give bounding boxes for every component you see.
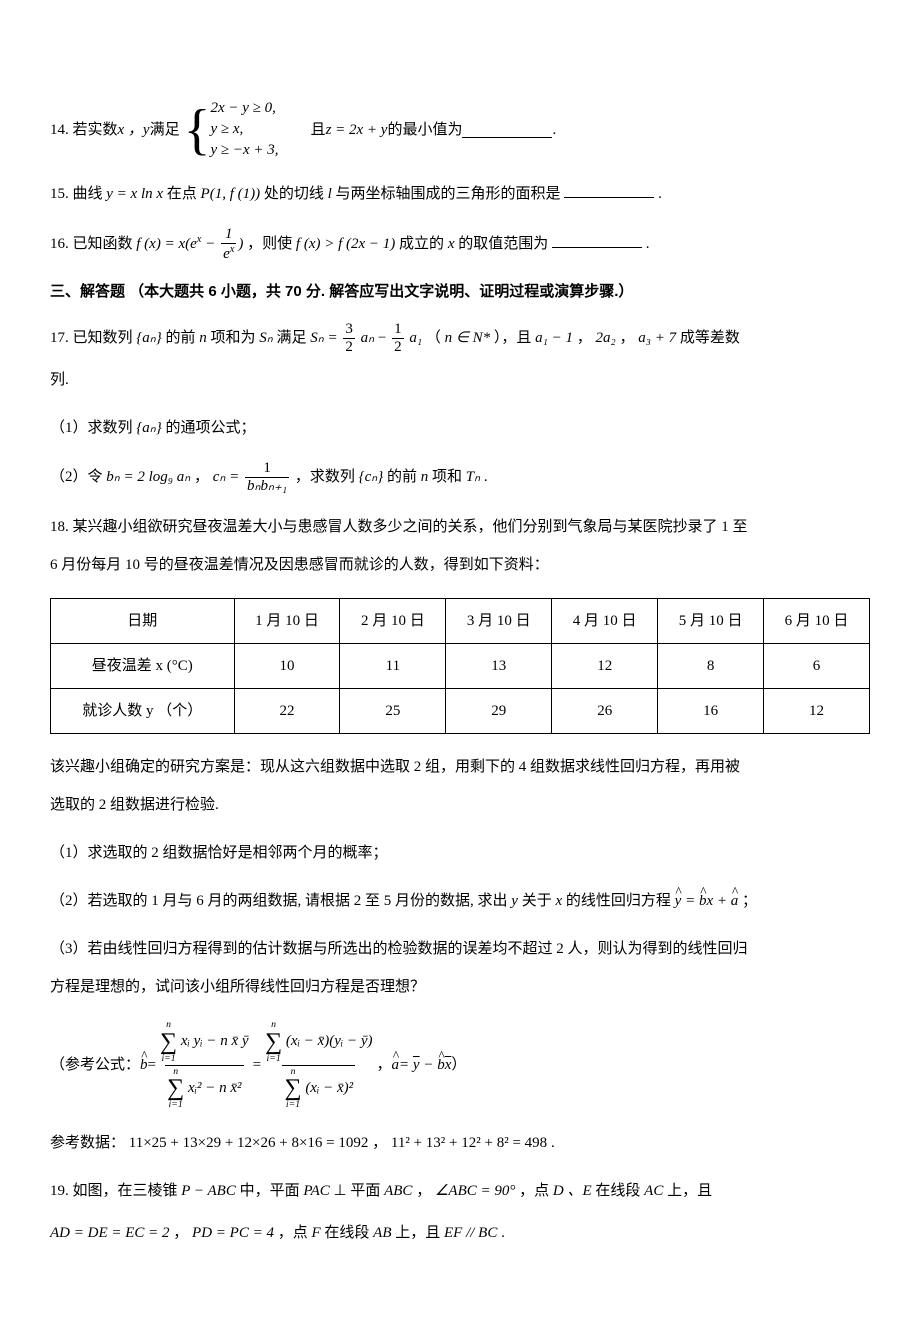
bhat-frac1: n∑i=1 xᵢ yᵢ − n x̄ ȳ n∑i=1 xᵢ² − n x̄² bbox=[158, 1020, 251, 1110]
p15-pt: P(1, f (1)) bbox=[201, 186, 261, 202]
th-m3: 3 月 10 日 bbox=[446, 599, 552, 644]
problem-16: 16. 已知函数 f (x) = x(ex − 1 ex ) ，则使 f (x)… bbox=[50, 227, 870, 262]
r2c4: 26 bbox=[552, 689, 658, 734]
table-row-x: 昼夜温差 x (°C) 10 11 13 12 8 6 bbox=[51, 644, 870, 689]
r1c1: 10 bbox=[234, 644, 340, 689]
ahat: a bbox=[392, 1053, 400, 1077]
p14-vars: x ，y bbox=[118, 115, 150, 145]
bhat: b bbox=[140, 1053, 148, 1077]
p15-suffix: . bbox=[658, 186, 662, 202]
p16-blank bbox=[552, 231, 642, 248]
problem-15: 15. 曲线 y = x ln x 在点 P(1, f (1)) 处的切线 l … bbox=[50, 179, 870, 209]
p16-x: x bbox=[448, 236, 455, 252]
r1c4: 12 bbox=[552, 644, 658, 689]
r1c5: 8 bbox=[658, 644, 764, 689]
row2-label: 就诊人数 y （个） bbox=[51, 689, 235, 734]
p14-system: { 2x − y ≥ 0, y ≥ x, y ≥ −x + 3, bbox=[184, 98, 279, 161]
p14-sys1: 2x − y ≥ 0, bbox=[211, 98, 279, 119]
p14-mid2: 且 bbox=[311, 115, 326, 145]
th-m5: 5 月 10 日 bbox=[658, 599, 764, 644]
p14-mid3: 的最小值为 bbox=[387, 115, 462, 145]
th-m6: 6 月 10 日 bbox=[764, 599, 870, 644]
p16-ineq: f (x) > f (2x − 1) bbox=[296, 236, 395, 252]
r2c5: 16 bbox=[658, 689, 764, 734]
r1c6: 6 bbox=[764, 644, 870, 689]
p15-mid2: 处的切线 bbox=[264, 186, 328, 202]
p18-regression-eq: y = bx + a bbox=[675, 893, 742, 909]
problem-19-line2: AD = DE = EC = 2 ， PD = PC = 4 ，点 F 在线段 … bbox=[50, 1218, 870, 1248]
p14-suffix: . bbox=[552, 115, 556, 145]
th-m2: 2 月 10 日 bbox=[340, 599, 446, 644]
p14-blank bbox=[462, 121, 552, 138]
problem-17-q2: （2）令 bₙ = 2 log₉ aₙ ， cₙ = 1bₙbₙ₊₁ ，求数列 … bbox=[50, 461, 870, 494]
p16-mid2: 成立的 bbox=[399, 236, 448, 252]
p18-q3b: 方程是理想的，试问该小组所得线性回归方程是否理想？ bbox=[50, 972, 870, 1002]
ahat-expr: = y − bx bbox=[399, 1053, 451, 1077]
problem-18-intro2: 6 月份每月 10 号的昼夜温差情况及因患感冒而就诊的人数，得到如下资料： bbox=[50, 550, 870, 580]
th-date: 日期 bbox=[51, 599, 235, 644]
problem-17-q1: （1）求数列 {aₙ} 的通项公式； bbox=[50, 413, 870, 443]
p18-plan1: 该兴趣小组确定的研究方案是：现从这六组数据中选取 2 组，用剩下的 4 组数据求… bbox=[50, 752, 870, 782]
p18-q2: （2）若选取的 1 月与 6 月的两组数据, 请根据 2 至 5 月份的数据, … bbox=[50, 886, 870, 916]
r2c3: 29 bbox=[446, 689, 552, 734]
left-brace: { bbox=[184, 102, 211, 158]
p16-prefix: 16. 已知函数 bbox=[50, 236, 136, 252]
r1c2: 11 bbox=[340, 644, 446, 689]
table-header-row: 日期 1 月 10 日 2 月 10 日 3 月 10 日 4 月 10 日 5… bbox=[51, 599, 870, 644]
p14-mid1: 满足 bbox=[150, 115, 180, 145]
p14-prefix: 14. 若实数 bbox=[50, 115, 118, 145]
p16-suffix: . bbox=[646, 236, 650, 252]
bhat-frac2: n∑i=1 (xᵢ − x̄)(yᵢ − ȳ) n∑i=1 (xᵢ − x̄)² bbox=[263, 1020, 374, 1110]
th-m1: 1 月 10 日 bbox=[234, 599, 340, 644]
p15-l: l bbox=[328, 186, 332, 202]
r2c6: 12 bbox=[764, 689, 870, 734]
problem-18-intro1: 18. 某兴趣小组欲研究昼夜温差大小与患感冒人数多少之间的关系，他们分别到气象局… bbox=[50, 512, 870, 542]
problem-17-line2: 列. bbox=[50, 365, 870, 395]
p18-data-table: 日期 1 月 10 日 2 月 10 日 3 月 10 日 4 月 10 日 5… bbox=[50, 598, 870, 734]
p18-q1: （1）求选取的 2 组数据恰好是相邻两个月的概率； bbox=[50, 838, 870, 868]
r2c1: 22 bbox=[234, 689, 340, 734]
p18-reference-data: 参考数据： 11×25 + 13×29 + 12×26 + 8×16 = 109… bbox=[50, 1128, 870, 1158]
p16-fx: f (x) = x(ex − 1 ex ) bbox=[136, 236, 247, 252]
r2c2: 25 bbox=[340, 689, 446, 734]
p15-mid1: 在点 bbox=[167, 186, 201, 202]
row1-label: 昼夜温差 x (°C) bbox=[51, 644, 235, 689]
p18-reference-formula: （参考公式： b = n∑i=1 xᵢ yᵢ − n x̄ ȳ n∑i=1 xᵢ… bbox=[50, 1020, 870, 1110]
p14-sys2: y ≥ x, bbox=[211, 119, 279, 140]
table-row-y: 就诊人数 y （个） 22 25 29 26 16 12 bbox=[51, 689, 870, 734]
r1c3: 13 bbox=[446, 644, 552, 689]
p14-sys3: y ≥ −x + 3, bbox=[211, 140, 279, 161]
p15-mid3: 与两坐标轴围成的三角形的面积是 bbox=[336, 186, 561, 202]
th-m4: 4 月 10 日 bbox=[552, 599, 658, 644]
problem-17-line1: 17. 已知数列 {aₙ} 的前 n 项和为 Sₙ 满足 Sₙ = 32 aₙ … bbox=[50, 322, 870, 355]
section-3-heading: 三、解答题 （本大题共 6 小题，共 70 分. 解答应写出文字说明、证明过程或… bbox=[50, 280, 870, 304]
p14-expr: z = 2x + y bbox=[326, 115, 388, 145]
p18-q3a: （3）若由线性回归方程得到的估计数据与所选出的检验数据的误差均不超过 2 人，则… bbox=[50, 934, 870, 964]
p16-mid3: 的取值范围为 bbox=[458, 236, 548, 252]
p15-prefix: 15. 曲线 bbox=[50, 186, 106, 202]
problem-19-line1: 19. 如图，在三棱锥 P − ABC 中，平面 PAC ⊥ 平面 ABC ， … bbox=[50, 1176, 870, 1206]
p15-expr: y = x ln x bbox=[106, 186, 163, 202]
p15-blank bbox=[564, 182, 654, 199]
p18-plan2: 选取的 2 组数据进行检验. bbox=[50, 790, 870, 820]
p16-mid: ，则使 bbox=[247, 236, 296, 252]
problem-14: 14. 若实数 x ，y 满足 { 2x − y ≥ 0, y ≥ x, y ≥… bbox=[50, 98, 870, 161]
